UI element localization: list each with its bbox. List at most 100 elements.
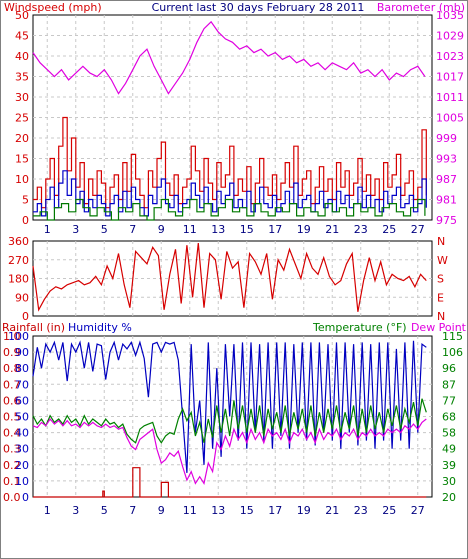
wind_avg-line [33, 170, 427, 217]
panel3-temp-tick: 115 [442, 330, 463, 343]
panel3-dew-label: Dew Point [411, 321, 467, 334]
panel3-rain-tick: 0.6 [3, 394, 21, 407]
panel3-rain-tick: 0.8 [3, 362, 21, 375]
panel3-humidity-tick: 30 [15, 443, 29, 456]
barometer-line [32, 20, 426, 95]
panel2-right-tick: N [437, 310, 445, 323]
panel3-rain-label: Rainfall (in) [2, 321, 65, 334]
panel3-temp-tick: 58 [442, 427, 456, 440]
panel1-right-tick: 993 [436, 153, 457, 166]
panel1-left-tick: 30 [15, 91, 29, 104]
panel1-left-tick: 20 [15, 132, 29, 145]
panel1-left-tick: 10 [15, 173, 29, 186]
panel3-temp-tick: 20 [442, 491, 456, 504]
panel3-humidity-tick: 0 [22, 491, 29, 504]
panel1-x-tick: 21 [325, 223, 339, 236]
panel3-x-tick: 5 [101, 504, 108, 517]
panel3-x-tick: 23 [354, 504, 368, 517]
panel3-rain-tick: 0.1 [3, 475, 21, 488]
panel2-left-tick: 180 [8, 273, 29, 286]
panel1-left-tick: 25 [15, 112, 29, 125]
panel3-rain-tick: 1.0 [3, 330, 21, 343]
wind_gust-line [33, 116, 427, 209]
panel3-x-tick: 19 [297, 504, 311, 517]
panel1-x-tick: 19 [297, 223, 311, 236]
panel1-left-tick: 50 [15, 9, 29, 22]
panel1-x-tick: 13 [211, 223, 225, 236]
panel1-left-axis-label: Windspeed (mph) [4, 1, 102, 14]
panel1-left-tick: 45 [15, 30, 29, 43]
rainfall-line [33, 467, 427, 498]
panel2-right-tick: S [437, 273, 444, 286]
panel3-rain-tick: 0.0 [3, 491, 21, 504]
panel2-left-tick: 360 [8, 235, 29, 248]
panel1-right-tick: 1011 [436, 91, 464, 104]
panel3-humidity-tick: 50 [15, 411, 29, 424]
panel3-x-tick: 3 [72, 504, 79, 517]
panel1-x-tick: 9 [158, 223, 165, 236]
panel3-humidity-tick: 70 [15, 378, 29, 391]
panel3-rain-tick: 0.4 [3, 427, 21, 440]
panel1-x-tick: 3 [72, 223, 79, 236]
panel3-humidity-tick: 90 [15, 346, 29, 359]
panel3-rain-tick: 0.3 [3, 443, 21, 456]
panel1-right-tick: 1029 [436, 30, 464, 43]
wind-direction-line [32, 243, 427, 312]
panel2-right-tick: N [437, 235, 445, 248]
panel1-x-tick: 17 [268, 223, 282, 236]
panel1-right-tick: 1035 [436, 9, 464, 22]
panel1-left-tick: 40 [15, 50, 29, 63]
panel3-x-tick: 7 [129, 504, 136, 517]
panel1-right-tick: 1023 [436, 50, 464, 63]
panel1-left-tick: 35 [15, 71, 29, 84]
panel3-temp-tick: 96 [442, 362, 456, 375]
panel1-x-tick: 1 [44, 223, 51, 236]
panel3-temp-tick: 87 [442, 378, 456, 391]
panel3-temp-tick: 77 [442, 394, 456, 407]
panel3-x-tick: 27 [411, 504, 425, 517]
panel3-temp-tick: 68 [442, 411, 456, 424]
panel3-x-tick: 11 [183, 504, 197, 517]
panel3-temp-tick: 39 [442, 459, 456, 472]
dew_point-line [32, 417, 427, 485]
panel3-x-tick: 17 [268, 504, 282, 517]
panel3-humidity-tick: 100 [8, 330, 29, 343]
panel3-humidity-tick: 40 [15, 427, 29, 440]
panel2-right-tick: E [437, 291, 444, 304]
panel1-x-tick: 7 [129, 223, 136, 236]
panel2-right-tick: W [437, 254, 448, 267]
panel3-temp-tick: 30 [442, 475, 456, 488]
panel1-right-tick: 999 [436, 132, 457, 145]
panel3-x-tick: 13 [211, 504, 225, 517]
panel3-humidity-tick: 60 [15, 394, 29, 407]
panel3-humidity-tick: 10 [15, 475, 29, 488]
panel3-x-tick: 9 [158, 504, 165, 517]
panel1-right-tick: 981 [436, 194, 457, 207]
panel1-x-tick: 5 [101, 223, 108, 236]
panel3-x-tick: 1 [44, 504, 51, 517]
panel3-rain-tick: 0.7 [3, 378, 21, 391]
panel1-right-tick: 975 [436, 214, 457, 227]
panel1-x-tick: 25 [382, 223, 396, 236]
chart-title: Current last 30 days February 28 2011 [152, 1, 365, 14]
panel1-x-tick: 11 [183, 223, 197, 236]
panel1-right-tick: 987 [436, 173, 457, 186]
panel3-rain-tick: 0.2 [3, 459, 21, 472]
panel1-right-tick: 1005 [436, 112, 464, 125]
panel3-rain-tick: 0.5 [3, 411, 21, 424]
panel3-humidity-tick: 80 [15, 362, 29, 375]
panel3-temp-label: Temperature (°F) [312, 321, 407, 334]
panel3-rain-tick: 0.9 [3, 346, 21, 359]
panel1-left-tick: 0 [22, 214, 29, 227]
panel3-x-tick: 25 [382, 504, 396, 517]
panel3-temp-tick: 106 [442, 346, 463, 359]
panel3-humidity-label: Humidity % [68, 321, 132, 334]
panel2-left-tick: 270 [8, 254, 29, 267]
panel3-x-tick: 21 [325, 504, 339, 517]
humidity-line [32, 340, 427, 473]
panel1-x-tick: 15 [240, 223, 254, 236]
panel1-left-tick: 5 [22, 194, 29, 207]
wind_low-line [33, 198, 426, 221]
